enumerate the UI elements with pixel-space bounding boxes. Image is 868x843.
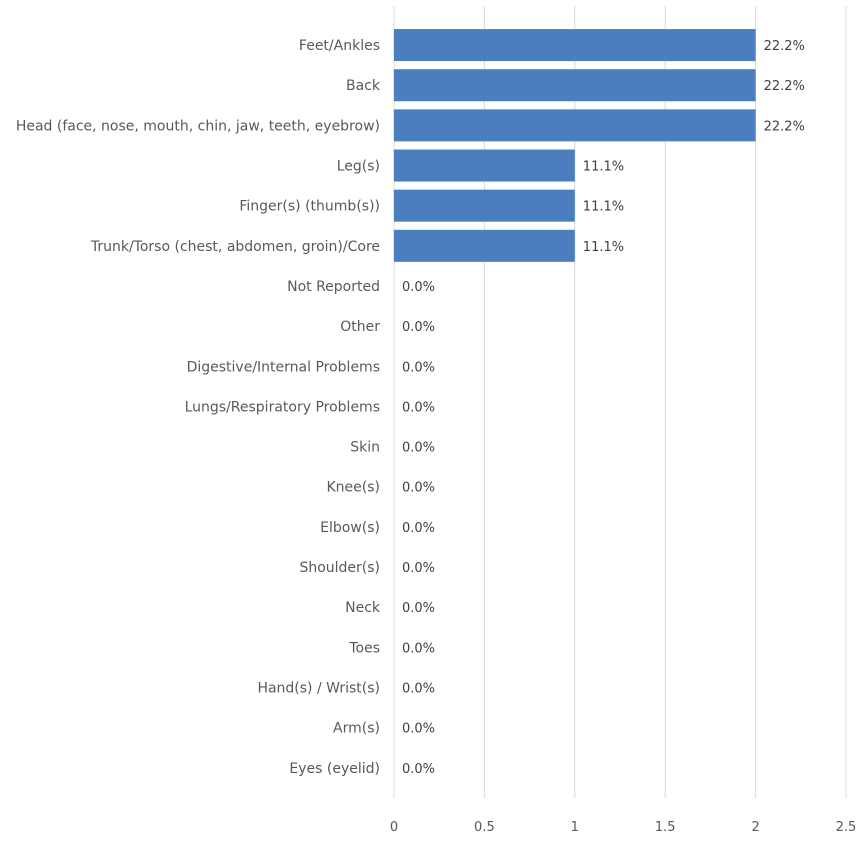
data-label: 0.0% [402,641,435,656]
data-label: 0.0% [402,360,435,375]
data-label: 0.0% [402,481,435,496]
data-label: 0.0% [402,601,435,616]
data-label: 0.0% [402,762,435,777]
x-tick-label: 1 [571,820,579,835]
category-label: Knee(s) [327,480,381,496]
data-label: 0.0% [402,320,435,335]
data-label: 0.0% [402,400,435,415]
category-label: Finger(s) (thumb(s)) [239,199,380,215]
category-label: Head (face, nose, mouth, chin, jaw, teet… [16,118,380,134]
bars [394,29,756,262]
category-label: Back [346,78,381,94]
category-label: Eyes (eyelid) [289,761,380,777]
data-label: 0.0% [402,722,435,737]
data-label: 0.0% [402,521,435,536]
x-tick-label: 2.5 [836,820,857,835]
data-label: 11.1% [583,240,624,255]
category-label: Elbow(s) [320,520,380,536]
category-label: Toes [348,640,380,656]
category-label: Other [340,319,380,335]
data-label: 11.1% [583,200,624,215]
data-label: 22.2% [764,39,805,54]
category-label: Shoulder(s) [299,560,380,576]
category-label: Leg(s) [337,159,380,175]
category-label: Neck [345,600,381,616]
bar [394,69,756,102]
bar [394,109,756,142]
category-label: Hand(s) / Wrist(s) [257,680,380,696]
x-tick-label: 0 [390,820,398,835]
data-labels: 22.2% 22.2% 22.2% 11.1% 11.1% 11.1% 0.0% 0.0% 0.… [402,39,805,777]
data-label: 0.0% [402,681,435,696]
data-label: 0.0% [402,280,435,295]
category-label: Arm(s) [333,721,380,737]
x-tick-label: 1.5 [655,820,676,835]
bar [394,29,756,62]
category-label: Not Reported [287,279,380,295]
category-label: Trunk/Torso (chest, abdomen, groin)/Core [90,239,380,255]
bar [394,229,575,262]
category-labels: Feet/Ankles Back Head (face, nose, mouth, … [16,38,381,777]
bar [394,189,575,222]
data-label: 0.0% [402,561,435,576]
category-label: Lungs/Respiratory Problems [185,399,380,415]
category-label: Skin [350,440,380,456]
data-label: 11.1% [583,160,624,175]
category-label: Digestive/Internal Problems [187,359,380,375]
bar [394,149,575,182]
x-axis-ticks: 0 0.5 1 1.5 2 2.5 [390,820,856,835]
category-label: Feet/Ankles [299,38,380,54]
x-tick-label: 2 [751,820,759,835]
data-label: 22.2% [764,119,805,134]
data-label: 0.0% [402,441,435,456]
data-label: 22.2% [764,79,805,94]
x-tick-label: 0.5 [474,820,495,835]
